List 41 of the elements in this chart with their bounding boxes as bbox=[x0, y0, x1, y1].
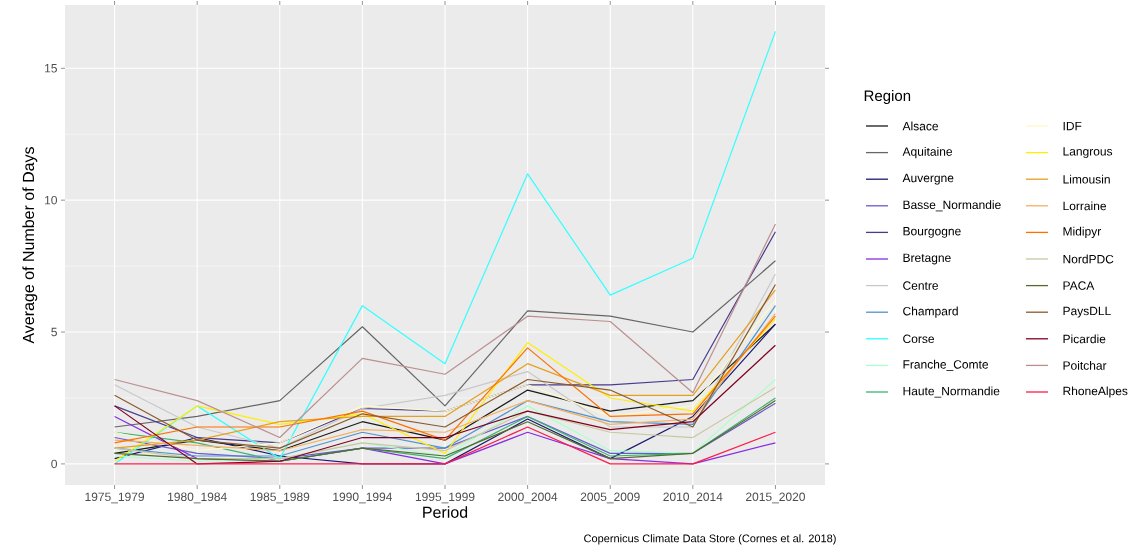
x-axis-title: Period bbox=[423, 506, 468, 518]
line-series bbox=[113, 30, 777, 465]
legend-label: Franche_Comte bbox=[903, 359, 989, 371]
legend-label: PACA bbox=[1063, 281, 1095, 290]
text: Copernicus Climate Data Store (Cornes et al. 2018) bbox=[584, 534, 836, 545]
x-tick-label: 2005_2009 bbox=[580, 492, 640, 504]
legend-label: IDF bbox=[1063, 121, 1082, 131]
x-tick-label: 1985_1989 bbox=[250, 492, 310, 504]
legend-label: Aquitaine bbox=[902, 147, 953, 159]
line-series bbox=[113, 260, 777, 428]
legend-label: Limousin bbox=[1063, 174, 1110, 184]
x-tick-label: 1995_1999 bbox=[415, 492, 475, 504]
x-tick-label: 1980_1984 bbox=[168, 492, 227, 504]
x-tick-label: 1975_1979 bbox=[85, 492, 145, 504]
y-tick-label: 15 bbox=[45, 64, 57, 73]
legend-label: Champard bbox=[903, 306, 958, 318]
legend-label: Midipyr bbox=[1063, 226, 1102, 238]
legend-label: Poitchar bbox=[1063, 361, 1107, 370]
legend-label: Auvergne bbox=[902, 173, 954, 185]
x-tick-label: 2015_2020 bbox=[746, 492, 805, 504]
y-tick-label: 5 bbox=[51, 327, 57, 337]
legend-label: Picardie bbox=[1063, 334, 1106, 344]
legend-label: Haute_Normandie bbox=[903, 386, 1000, 398]
legend-label: PaysDLL bbox=[1063, 306, 1111, 318]
legend-label: Langrous bbox=[1063, 147, 1113, 158]
x-tick-label: 2010_2014 bbox=[663, 492, 723, 504]
legend-label: Bretagne bbox=[903, 253, 951, 265]
legend-label: Corse bbox=[903, 334, 935, 344]
x-tick-label: 2000_2004 bbox=[498, 492, 558, 504]
legend-label: Lorraine bbox=[1063, 201, 1107, 211]
legend-label: Centre bbox=[903, 281, 939, 290]
y-tick-label: 10 bbox=[45, 195, 58, 205]
legend-label: Bourgogne bbox=[903, 227, 961, 238]
x-tick-label: 1990_1994 bbox=[333, 492, 393, 504]
legend-label: RhoneAlpes bbox=[1063, 386, 1128, 398]
y-tick-label: 0 bbox=[51, 459, 58, 469]
legend-title: Region bbox=[864, 90, 911, 104]
legend-label: Alsace bbox=[902, 121, 939, 131]
legend-label: NordPDC bbox=[1063, 254, 1114, 264]
y-axis-title: Average of Number of Days bbox=[22, 147, 38, 344]
legend-label: Basse_Normandie bbox=[903, 200, 1001, 212]
